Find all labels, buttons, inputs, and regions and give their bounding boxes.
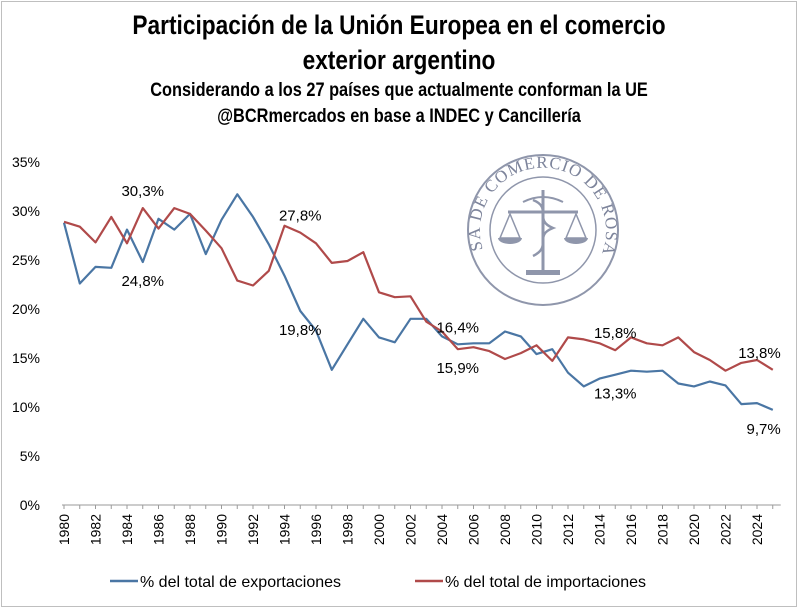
legend: % del total de exportaciones % del total … xyxy=(110,574,646,591)
y-tick-label: 0% xyxy=(20,497,40,513)
data-label: 27,8% xyxy=(279,208,322,225)
data-label: 24,8% xyxy=(121,273,164,290)
x-tick-label: 1992 xyxy=(245,514,261,545)
chart-title-line-2: exterior argentino xyxy=(302,45,496,75)
data-label: 30,3% xyxy=(121,183,164,200)
x-tick-label: 2004 xyxy=(434,514,450,545)
y-tick-label: 5% xyxy=(20,448,40,464)
data-label: 15,9% xyxy=(436,360,479,377)
chart-subtitle-line-1: Considerando a los 27 países que actualm… xyxy=(150,80,648,101)
x-tick-label: 2018 xyxy=(655,514,671,545)
x-tick-label: 2016 xyxy=(623,514,639,545)
chart-title-line-1: Participación de la Unión Europea en el … xyxy=(132,10,666,40)
chart-subtitle-line-2: @BCRmercados en base a INDEC y Canciller… xyxy=(217,106,581,127)
x-axis: 1980 1982 1984 1986 1988 1990 1992 1994 1996 1998… xyxy=(56,504,781,545)
x-tick-label: 2012 xyxy=(560,514,576,545)
x-tick-label: 2010 xyxy=(529,514,545,545)
x-tick-label: 2024 xyxy=(749,514,765,545)
x-tick-label: 2006 xyxy=(466,514,482,545)
data-labels: 30,3% 24,8% 27,8% 19,8% 15,9% 16,4% 15,8% 13,3%… xyxy=(121,183,780,438)
bolsa-comercio-rosario-seal: BOLSA DE COMERCIO DE ROSARIO xyxy=(0,0,620,306)
data-label: 19,8% xyxy=(279,322,322,339)
exports-series-line xyxy=(62,193,774,411)
x-tick-label: 2020 xyxy=(686,514,702,545)
x-tick-label: 1990 xyxy=(214,514,230,545)
y-tick-label: 20% xyxy=(12,301,40,317)
x-tick-label: 2014 xyxy=(592,514,608,545)
x-tick-label: 1984 xyxy=(119,514,135,545)
x-tick-label: 1998 xyxy=(340,514,356,545)
y-tick-label: 30% xyxy=(12,203,40,219)
x-tick-label: 1994 xyxy=(277,514,293,545)
data-label: 16,4% xyxy=(436,319,479,336)
y-tick-label: 10% xyxy=(12,399,40,415)
x-tick-label: 1986 xyxy=(151,514,167,545)
y-tick-label: 25% xyxy=(12,252,40,268)
x-tick-label: 1996 xyxy=(308,514,324,545)
y-tick-label: 35% xyxy=(12,154,40,170)
y-tick-label: 15% xyxy=(12,350,40,366)
imports-series-line xyxy=(63,207,774,372)
x-tick-label: 2002 xyxy=(403,514,419,545)
chart-header: Participación de la Unión Europea en el … xyxy=(0,8,798,130)
data-label: 13,3% xyxy=(594,386,637,403)
legend-label: % del total de exportaciones xyxy=(140,574,341,591)
x-tick-label: 2000 xyxy=(371,514,387,545)
y-axis: 0% 5% 10% 15% 20% 25% 30% 35% xyxy=(12,154,40,513)
data-label: 13,8% xyxy=(738,345,781,362)
legend-label: % del total de importaciones xyxy=(445,574,646,591)
series-lines xyxy=(62,193,774,411)
x-tick-label: 1980 xyxy=(56,514,72,545)
x-tick-label: 1988 xyxy=(182,514,198,545)
data-label: 15,8% xyxy=(594,325,637,342)
x-tick-label: 2008 xyxy=(497,514,513,545)
data-label: 9,7% xyxy=(747,421,781,438)
x-tick-label: 2022 xyxy=(718,514,734,545)
x-tick-label: 1982 xyxy=(88,514,104,545)
